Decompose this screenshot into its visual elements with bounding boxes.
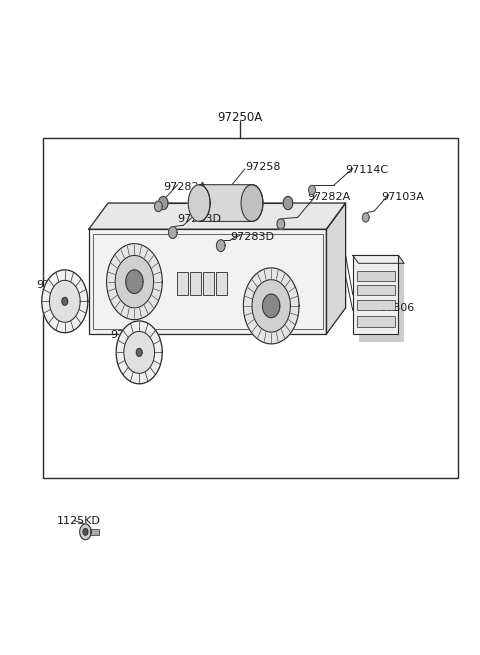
Bar <box>359 263 404 342</box>
Polygon shape <box>155 201 162 212</box>
Polygon shape <box>353 255 404 263</box>
Text: 97114C: 97114C <box>346 165 389 176</box>
Polygon shape <box>115 255 154 308</box>
Text: 1125KD: 1125KD <box>57 515 100 526</box>
Polygon shape <box>126 270 143 293</box>
Polygon shape <box>243 268 299 344</box>
Text: 97283D: 97283D <box>230 232 275 242</box>
Polygon shape <box>107 244 162 320</box>
Text: 97103A: 97103A <box>382 191 424 202</box>
Polygon shape <box>362 213 369 222</box>
Polygon shape <box>49 280 80 322</box>
Polygon shape <box>116 321 162 384</box>
Bar <box>357 285 395 295</box>
Text: 97309: 97309 <box>36 280 72 290</box>
Bar <box>203 272 214 295</box>
Text: 97283D: 97283D <box>178 214 222 225</box>
Bar <box>357 300 395 310</box>
Text: 97258: 97258 <box>245 162 280 172</box>
Bar <box>216 272 227 295</box>
Polygon shape <box>309 185 315 195</box>
Polygon shape <box>136 348 142 356</box>
Text: 97309: 97309 <box>110 330 146 341</box>
Bar <box>190 272 201 295</box>
Polygon shape <box>199 185 263 221</box>
Polygon shape <box>277 219 285 229</box>
Bar <box>89 229 326 334</box>
Bar <box>357 316 395 327</box>
Bar <box>357 271 395 281</box>
Polygon shape <box>216 240 225 252</box>
Polygon shape <box>62 297 68 305</box>
Text: 97250A: 97250A <box>217 111 263 124</box>
Polygon shape <box>168 227 177 238</box>
Polygon shape <box>241 185 263 221</box>
Bar <box>353 255 398 334</box>
Polygon shape <box>263 294 280 318</box>
Polygon shape <box>252 280 290 332</box>
Text: 97282A: 97282A <box>307 191 350 202</box>
Text: 97282A: 97282A <box>163 181 206 192</box>
Bar <box>43 138 458 478</box>
Bar <box>90 529 99 535</box>
Polygon shape <box>89 203 346 229</box>
Bar <box>93 234 323 329</box>
Polygon shape <box>188 185 210 221</box>
Polygon shape <box>283 196 293 210</box>
Text: 97306: 97306 <box>379 303 414 313</box>
Polygon shape <box>124 331 155 373</box>
Polygon shape <box>83 529 88 535</box>
Polygon shape <box>158 196 168 210</box>
Polygon shape <box>80 524 91 540</box>
Polygon shape <box>326 203 346 334</box>
Polygon shape <box>42 270 88 333</box>
Bar <box>177 272 188 295</box>
